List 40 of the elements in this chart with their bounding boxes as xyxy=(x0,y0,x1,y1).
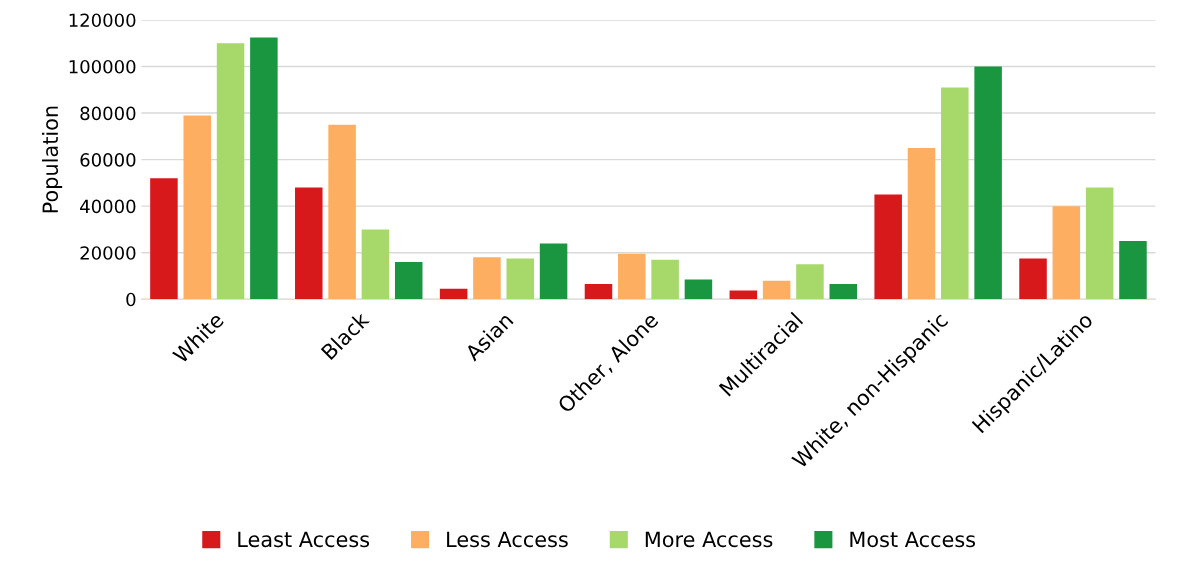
bar xyxy=(1085,187,1114,300)
y-tick-label: 0 xyxy=(126,292,136,307)
bar xyxy=(829,284,858,300)
bar xyxy=(506,258,535,300)
y-tick-label: 20000 xyxy=(80,246,136,260)
bar xyxy=(1052,206,1081,300)
bar xyxy=(328,124,356,300)
y-tick-label: 120000 xyxy=(69,13,136,28)
bar xyxy=(150,178,178,300)
bar xyxy=(684,279,713,300)
bar xyxy=(361,229,390,300)
bar xyxy=(439,288,468,300)
bar xyxy=(394,262,423,300)
bar xyxy=(295,187,323,300)
bar xyxy=(796,264,824,300)
bar xyxy=(250,37,278,300)
bar xyxy=(584,284,613,300)
legend-label: More Access xyxy=(645,531,773,548)
bar xyxy=(539,243,568,300)
y-tick-label: 40000 xyxy=(80,199,136,214)
legend-label: Least Access xyxy=(238,531,370,548)
bar xyxy=(907,147,936,300)
bar xyxy=(874,194,902,300)
bar xyxy=(1119,241,1147,300)
bar xyxy=(651,259,679,300)
y-tick-label: 60000 xyxy=(80,153,136,167)
bar xyxy=(974,66,1002,300)
bar xyxy=(183,115,212,300)
bar xyxy=(941,87,969,300)
bar xyxy=(473,257,501,300)
bar xyxy=(729,290,758,300)
legend-label: Most Access xyxy=(850,531,976,548)
bar xyxy=(216,43,245,300)
bar xyxy=(762,280,791,300)
y-axis-title: Population xyxy=(41,106,63,213)
y-tick-label: 100000 xyxy=(69,59,136,74)
bar xyxy=(1019,258,1047,300)
bar xyxy=(618,253,646,300)
legend-label: Less Access xyxy=(447,531,568,548)
y-tick-label: 80000 xyxy=(80,106,136,121)
